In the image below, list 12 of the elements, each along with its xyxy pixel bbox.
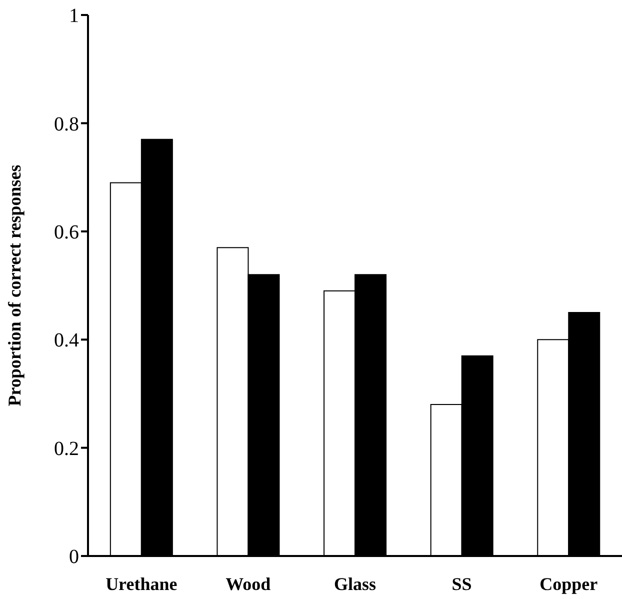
x-tick-label: Glass <box>334 574 376 594</box>
x-tick-label: Wood <box>226 574 271 594</box>
y-tick-label: 1 <box>69 5 79 28</box>
y-tick-label: 0.2 <box>54 438 79 460</box>
y-tick-label: 0 <box>69 546 79 568</box>
x-tick-label: SS <box>452 574 472 594</box>
y-tick-label: 0.4 <box>54 330 79 352</box>
x-tick-label: Copper <box>540 574 598 594</box>
y-tick-label: 0.8 <box>54 113 79 136</box>
x-tick-label: Urethane <box>106 574 178 594</box>
y-axis-title: Proportion of correct responses <box>4 164 24 406</box>
y-tick-label: 0.6 <box>54 222 79 244</box>
